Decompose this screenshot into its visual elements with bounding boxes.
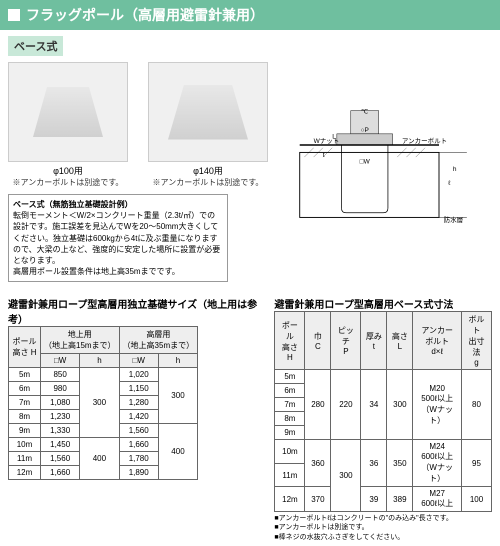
header-title: フラッグポール（高層用避雷針兼用）	[26, 5, 264, 25]
table1-wrap: 避雷針兼用ロープ型高層用独立基礎サイズ（地上用は参考） ポール 高さ H地上用 …	[8, 290, 266, 541]
caption-1: φ100用	[8, 164, 128, 177]
image-box-1: φ100用 ※アンカーボルトは別途です。	[8, 62, 128, 188]
table-notes: ■アンカーボルトℓはコンクリートの"のみ込み"長さです。 ■アンカーボルトは別途…	[274, 514, 492, 541]
table2: ポール 高さ H巾 Cピッチ P厚み t高さ Lアンカー ボルト d×ℓボルト …	[274, 311, 492, 512]
diag-l: ℓ	[448, 180, 451, 187]
note-1: ※アンカーボルトは別途です。	[8, 177, 128, 188]
table1: ポール 高さ H地上用 （地上高15mまで）高層用 （地上高35mまで） □Wh…	[8, 326, 198, 480]
note-line-1: ■アンカーボルトℓはコンクリートの"のみ込み"長さです。	[274, 514, 492, 523]
diag-w: □W	[360, 159, 371, 166]
note-2: ※アンカーボルトは別途です。	[148, 177, 268, 188]
diag-water: 防水層	[444, 215, 464, 224]
page-header: フラッグポール（高層用避雷針兼用）	[0, 0, 500, 30]
desc-title: ベース式（無筋独立基礎設計例）	[13, 199, 223, 210]
diag-anchor: アンカーボルト	[402, 137, 447, 145]
table2-wrap: 避雷針兼用ロープ型高層用ベース式寸法 ポール 高さ H巾 Cピッチ P厚み t高…	[274, 290, 492, 541]
header-square-icon	[8, 9, 20, 21]
tables-row: 避雷針兼用ロープ型高層用独立基礎サイズ（地上用は参考） ポール 高さ H地上用 …	[8, 290, 492, 541]
diag-c: ℃	[361, 108, 369, 115]
content: ベース式 φ100用 ※アンカーボルトは別途です。 φ140用 ※アンカーボルト…	[0, 30, 500, 546]
diag-L: L	[332, 134, 336, 141]
foundation-diagram: ℃ ○P Wナット アンカーボルト 防水層 □W t ℓ h L	[264, 106, 484, 236]
diag-p: ○P	[361, 127, 369, 134]
product-image-2	[148, 62, 268, 162]
images-row: φ100用 ※アンカーボルトは別途です。 φ140用 ※アンカーボルトは別途です…	[8, 62, 258, 188]
description-box: ベース式（無筋独立基礎設計例） 転倒モーメント＜W/2×コンクリート重量（2.3…	[8, 194, 228, 282]
note-line-2: ■アンカーボルトは別途です。	[274, 523, 492, 532]
table2-title: 避雷針兼用ロープ型高層用ベース式寸法	[274, 296, 492, 311]
desc-text: 転倒モーメント＜W/2×コンクリート重量（2.3t/㎥）での設計です。施工誤差を…	[13, 210, 223, 277]
note-line-3: ■棒ネジの水抜穴ふさぎをしてください。	[274, 533, 492, 542]
product-image-1	[8, 62, 128, 162]
diag-t: t	[323, 152, 325, 159]
image-box-2: φ140用 ※アンカーボルトは別途です。	[148, 62, 268, 188]
table1-title: 避雷針兼用ロープ型高層用独立基礎サイズ（地上用は参考）	[8, 296, 266, 326]
diag-h: h	[453, 166, 457, 173]
caption-2: φ140用	[148, 164, 268, 177]
subheader: ベース式	[8, 36, 63, 56]
